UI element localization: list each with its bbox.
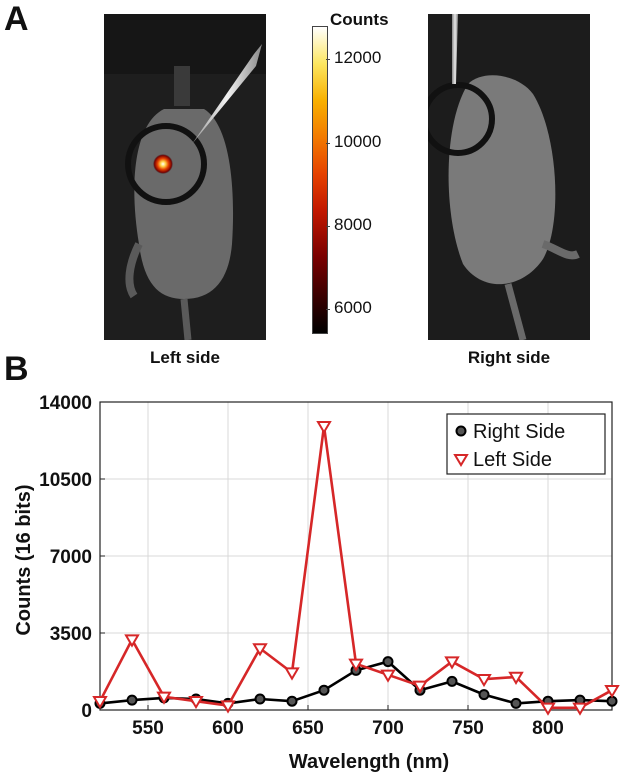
y-tick-label: 3500	[50, 624, 92, 645]
x-tick-label: 550	[132, 718, 164, 739]
data-point-right-side	[318, 684, 330, 696]
y-tick-label: 10500	[39, 470, 92, 491]
x-tick-label: 800	[532, 718, 564, 739]
data-point-left-side	[188, 696, 204, 710]
data-point-left-side	[604, 685, 620, 699]
fluorescence-hotspot	[153, 154, 173, 174]
data-point-left-side	[380, 669, 396, 683]
chart-ylabel: Counts (16 bits)	[13, 484, 35, 635]
data-point-left-side	[252, 643, 268, 657]
data-point-left-side	[540, 702, 556, 716]
chart-xlabel: Wavelength (nm)	[289, 751, 449, 773]
right-side-image	[428, 14, 590, 340]
data-point-right-side	[382, 656, 394, 668]
panel-a-label: A	[4, 0, 29, 38]
data-point-left-side	[476, 674, 492, 688]
y-tick-label: 7000	[50, 547, 92, 568]
panel-b-label: B	[4, 350, 29, 388]
data-point-left-side	[220, 700, 236, 714]
left-side-caption: Left side	[150, 348, 220, 367]
spectrum-line-chart: Counts (16 bits) Wavelength (nm) 550 600 6…	[13, 393, 620, 773]
data-point-left-side	[316, 421, 332, 435]
data-point-left-side	[348, 658, 364, 672]
x-tick-label: 600	[212, 718, 244, 739]
data-point-left-side	[508, 671, 524, 685]
data-point-right-side	[510, 697, 522, 709]
data-point-left-side	[444, 656, 460, 670]
colorbar-tickmark	[326, 225, 330, 227]
x-tick-label: 700	[372, 718, 404, 739]
data-point-left-side	[572, 702, 588, 716]
colorbar-tick-label: 12000	[334, 48, 382, 68]
colorbar-tick-label: 6000	[334, 298, 372, 318]
legend-marker-right-side	[455, 425, 467, 437]
data-point-left-side	[156, 691, 172, 705]
data-point-left-side	[92, 696, 108, 710]
colorbar-tickmark	[326, 309, 330, 311]
colorbar-tickmark	[326, 59, 330, 61]
left-side-image	[104, 14, 266, 340]
data-point-right-side	[478, 689, 490, 701]
y-tick-label: 0	[81, 701, 92, 722]
data-point-right-side	[286, 695, 298, 707]
data-point-left-side	[284, 667, 300, 681]
data-point-left-side	[124, 634, 140, 648]
x-tick-label: 750	[452, 718, 484, 739]
legend-box	[446, 413, 606, 475]
y-tick-label: 14000	[39, 393, 92, 414]
counts-colorbar	[312, 26, 328, 334]
data-point-left-side	[412, 680, 428, 694]
data-point-right-side	[254, 693, 266, 705]
legend-marker-left-side	[453, 454, 469, 467]
legend-label: Right Side	[473, 421, 565, 443]
data-point-right-side	[126, 694, 138, 706]
colorbar-tickmark	[326, 142, 330, 144]
colorbar-tick-label: 8000	[334, 214, 372, 234]
legend-label: Left Side	[473, 449, 552, 471]
right-side-caption: Right side	[467, 348, 551, 367]
data-point-right-side	[446, 675, 458, 687]
colorbar-title: Counts	[330, 10, 389, 29]
colorbar-tick-label: 10000	[334, 131, 382, 151]
x-tick-label: 650	[292, 718, 324, 739]
